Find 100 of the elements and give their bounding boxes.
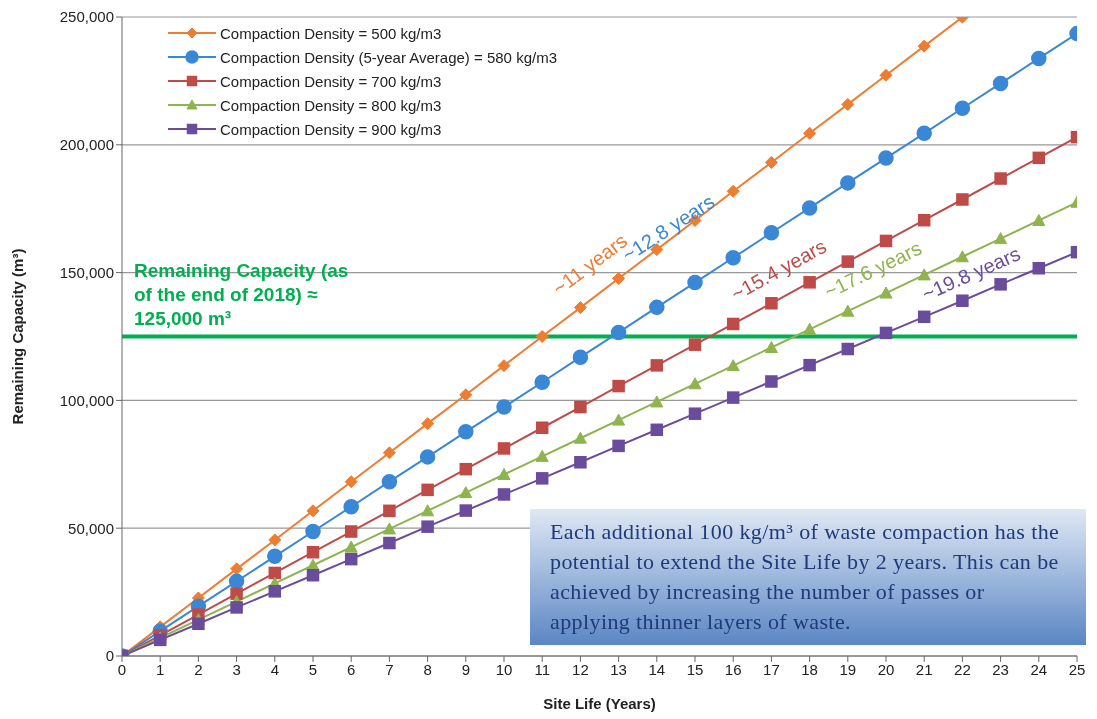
point [803, 322, 817, 335]
point [803, 358, 816, 372]
point [650, 395, 664, 408]
point [992, 75, 1009, 92]
point [803, 126, 817, 140]
point [230, 601, 243, 614]
point [765, 375, 778, 388]
point [956, 193, 969, 206]
point [534, 374, 550, 390]
point [192, 617, 205, 631]
point [688, 338, 702, 351]
point [572, 349, 589, 365]
y-tick-label: 150,000 [59, 263, 114, 281]
point [458, 424, 474, 440]
point [535, 449, 549, 462]
legend-label: Compaction Density (5-year Average) = 580 kg/m3 [220, 48, 557, 66]
point [421, 520, 434, 533]
x-tick-label: 16 [724, 660, 742, 678]
x-tick-label: 7 [385, 660, 394, 678]
x-tick-label: 23 [992, 660, 1009, 678]
point [1031, 50, 1047, 67]
point [801, 200, 818, 216]
x-tick-label: 5 [308, 660, 318, 678]
x-tick-label: 24 [1030, 660, 1048, 678]
x-tick-label: 9 [461, 660, 470, 678]
point [726, 359, 740, 372]
point [764, 340, 778, 353]
point [726, 391, 740, 404]
point [497, 442, 511, 455]
x-tick-label: 19 [839, 660, 857, 678]
point [649, 299, 665, 316]
point [650, 423, 664, 437]
point [459, 462, 473, 476]
point [917, 213, 931, 227]
legend-label: Compaction Density = 700 kg/m3 [220, 72, 442, 90]
point [421, 417, 435, 431]
point [421, 504, 435, 517]
point [344, 525, 358, 538]
x-tick-label: 11 [534, 660, 550, 678]
x-tick-label: 0 [117, 660, 127, 678]
x-tick-label: 20 [877, 660, 895, 678]
point [268, 585, 282, 598]
point [879, 286, 893, 299]
x-tick-label: 1 [156, 660, 165, 678]
point [994, 172, 1007, 185]
point [650, 359, 664, 372]
x-tick-label: 10 [495, 660, 513, 678]
point [267, 548, 283, 565]
x-axis-title: Site Life (Years) [543, 695, 656, 712]
legend-label: Compaction Density = 900 kg/m3 [220, 120, 442, 138]
point [305, 523, 321, 540]
point [725, 250, 741, 266]
point [535, 421, 549, 434]
point [497, 468, 511, 481]
x-tick-label: 8 [423, 660, 432, 678]
point [459, 388, 473, 402]
point [764, 155, 778, 169]
point [878, 150, 894, 166]
x-tick-label: 3 [232, 660, 241, 678]
point [306, 568, 320, 582]
point [344, 552, 358, 566]
point [306, 545, 320, 559]
point [496, 399, 512, 415]
legend-label: Compaction Density = 800 kg/m3 [220, 96, 442, 114]
x-tick-label: 14 [648, 660, 666, 678]
y-tick-label: 200,000 [59, 136, 114, 154]
x-tick-label: 22 [954, 660, 971, 678]
y-tick-label: 50,000 [68, 519, 114, 537]
point [917, 39, 931, 53]
point [459, 486, 473, 499]
point [612, 379, 625, 393]
legend-label: Compaction Density = 500 kg/m3 [220, 24, 442, 42]
x-tick-label: 21 [915, 660, 933, 678]
point [383, 536, 396, 550]
text-box: Each additional 100 kg/m³ of waste compaction has the potential to extend the Site Life by 2 years. This can be achieved by increasing the number of passes or applying thinner layers of waste. [530, 509, 1086, 645]
point [497, 488, 511, 501]
point [687, 274, 703, 291]
point [763, 224, 780, 241]
point [343, 498, 359, 515]
x-tick-label: 15 [686, 660, 704, 678]
point [573, 431, 587, 444]
point [535, 472, 549, 485]
point [841, 342, 855, 356]
x-tick-label: 25 [1068, 660, 1086, 678]
x-tick-label: 2 [194, 660, 203, 678]
point [688, 377, 702, 390]
y-axis-title: Remaining Capacity (m³) [9, 248, 27, 425]
point [230, 562, 244, 576]
point [419, 449, 436, 465]
x-tick-label: 18 [801, 660, 818, 678]
point [344, 475, 358, 489]
point [382, 446, 396, 460]
x-tick-label: 17 [763, 660, 780, 678]
point [1032, 151, 1046, 165]
point [610, 324, 627, 341]
point [917, 310, 931, 324]
point [954, 100, 971, 116]
point [497, 359, 511, 373]
point [459, 504, 473, 517]
point [574, 456, 587, 469]
